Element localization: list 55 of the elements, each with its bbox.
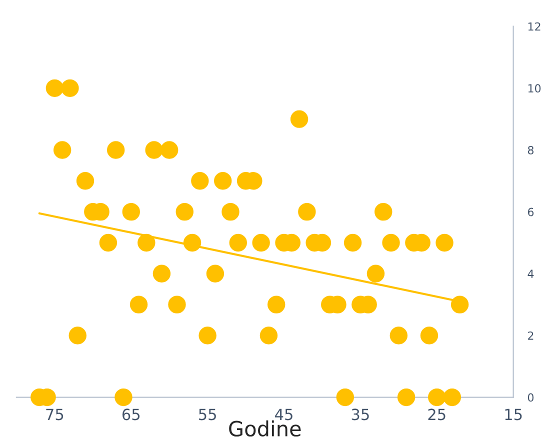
x-tick-label: 65 bbox=[122, 408, 140, 420]
point bbox=[344, 234, 362, 252]
point bbox=[222, 202, 240, 221]
y-tick-label: 12 bbox=[528, 22, 540, 31]
point bbox=[390, 326, 408, 344]
point bbox=[152, 264, 171, 282]
point bbox=[130, 296, 148, 314]
y-tick-label: 8 bbox=[528, 146, 534, 154]
x-tick-label: 45 bbox=[275, 408, 292, 420]
point bbox=[268, 296, 286, 314]
point bbox=[61, 79, 79, 98]
point bbox=[176, 202, 194, 221]
x-tick-label: 35 bbox=[352, 408, 369, 420]
y-tick-label: 0 bbox=[528, 393, 534, 402]
point bbox=[168, 296, 186, 314]
point bbox=[382, 234, 400, 252]
y-tick-label: 4 bbox=[528, 270, 534, 278]
point bbox=[206, 264, 224, 282]
y-tick-label: 10 bbox=[528, 84, 541, 93]
point bbox=[145, 141, 163, 159]
point bbox=[374, 202, 392, 221]
x-tick-label: 15 bbox=[505, 408, 522, 420]
point bbox=[99, 234, 118, 252]
point bbox=[397, 388, 416, 406]
point bbox=[443, 388, 462, 406]
point bbox=[76, 172, 94, 190]
point bbox=[114, 388, 132, 406]
point bbox=[366, 264, 385, 282]
y-tick-label: 6 bbox=[528, 208, 534, 216]
point bbox=[298, 202, 316, 221]
point bbox=[183, 234, 202, 252]
point bbox=[68, 326, 86, 344]
point bbox=[428, 388, 446, 406]
x-axis-title: Godine bbox=[229, 420, 301, 437]
y-tick-label: 2 bbox=[528, 331, 534, 340]
x-tick-label: 55 bbox=[199, 408, 216, 420]
point bbox=[160, 141, 178, 159]
point bbox=[106, 141, 125, 159]
point bbox=[46, 79, 64, 98]
point bbox=[290, 110, 308, 128]
point bbox=[252, 234, 270, 252]
point bbox=[214, 172, 232, 190]
x-tick-label: 25 bbox=[428, 408, 446, 420]
point bbox=[450, 296, 469, 314]
point bbox=[191, 172, 209, 190]
point bbox=[122, 202, 140, 221]
point bbox=[336, 388, 354, 406]
point bbox=[436, 234, 454, 252]
point bbox=[420, 326, 438, 344]
point bbox=[198, 326, 216, 344]
point bbox=[229, 234, 247, 252]
point bbox=[260, 326, 278, 344]
point bbox=[53, 141, 72, 159]
point bbox=[138, 234, 156, 252]
x-tick-label: 75 bbox=[46, 408, 64, 420]
